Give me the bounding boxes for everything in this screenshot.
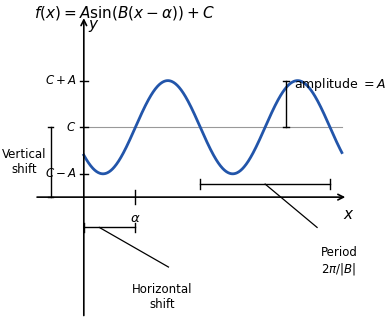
Text: $x$: $x$	[343, 207, 355, 222]
Text: $C$: $C$	[66, 121, 77, 134]
Text: Period
$2\pi/|B|$: Period $2\pi/|B|$	[321, 246, 358, 277]
Text: Vertical
shift: Vertical shift	[2, 148, 47, 176]
Text: $f(x) = A\sin(B(x - \alpha)) + C$: $f(x) = A\sin(B(x - \alpha)) + C$	[34, 4, 215, 22]
Text: amplitude $= A$: amplitude $= A$	[294, 76, 387, 93]
Text: $C - A$: $C - A$	[45, 167, 77, 180]
Text: $y$: $y$	[88, 18, 100, 34]
Text: Horizontal
shift: Horizontal shift	[132, 283, 192, 311]
Text: $\alpha$: $\alpha$	[130, 212, 141, 225]
Text: $C + A$: $C + A$	[45, 74, 77, 87]
